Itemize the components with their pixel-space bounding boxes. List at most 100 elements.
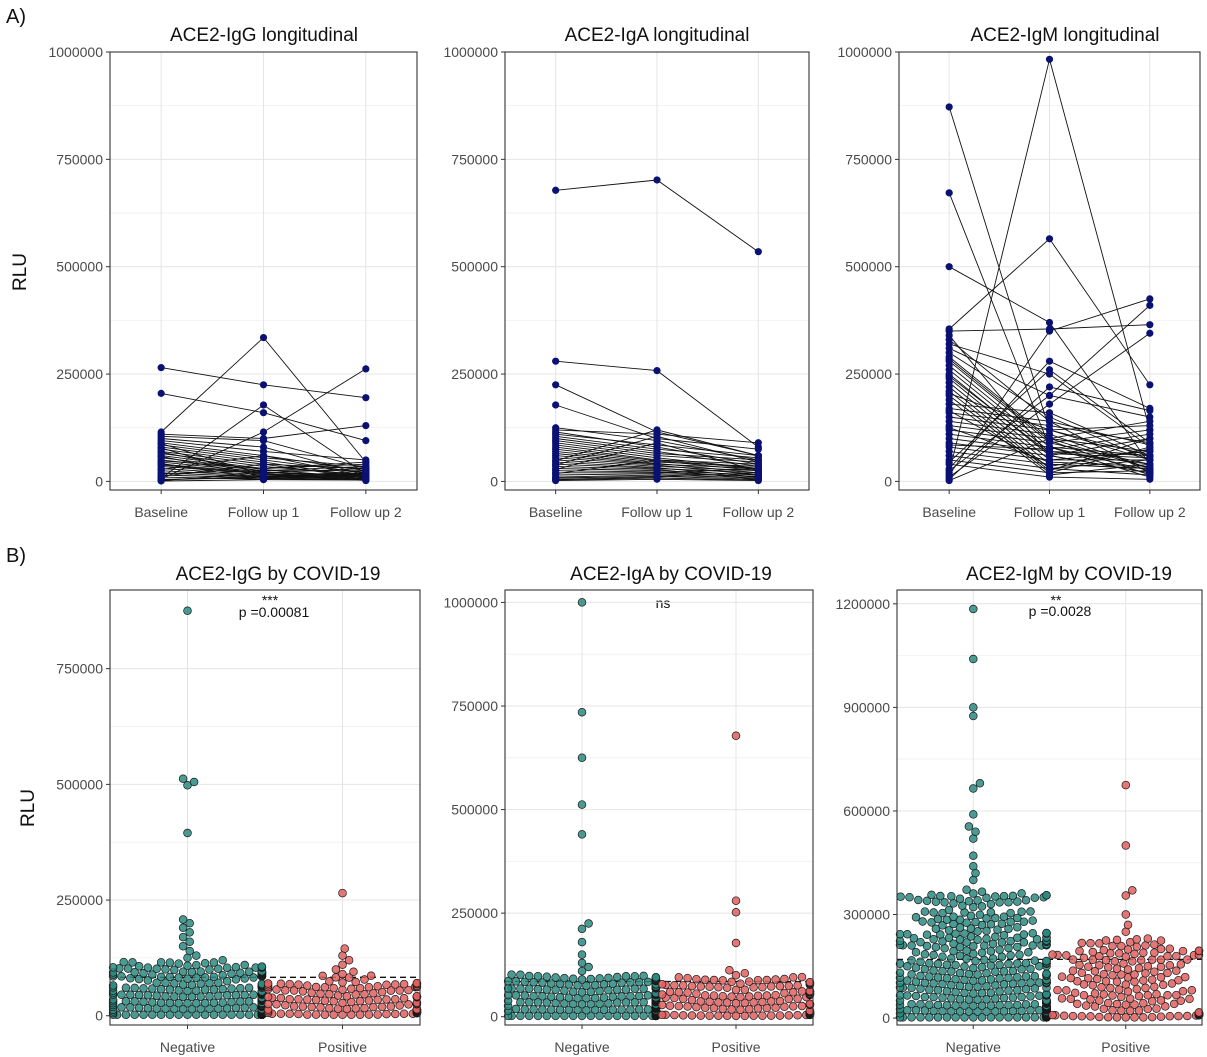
data-point-negative xyxy=(192,1010,201,1020)
data-point xyxy=(653,439,661,447)
data-point-positive xyxy=(1185,994,1194,1004)
data-point-negative xyxy=(969,963,978,973)
data-point-negative xyxy=(560,1011,569,1021)
data-point-positive xyxy=(263,979,273,988)
data-point-negative xyxy=(1013,922,1022,932)
significance-stars: *** xyxy=(262,592,279,608)
data-point-negative xyxy=(1004,1000,1013,1010)
data-point-negative xyxy=(911,991,921,1001)
y-tick-label: 1000000 xyxy=(443,44,498,60)
data-point-negative xyxy=(573,993,582,1003)
data-point-negative xyxy=(933,959,943,969)
data-point-positive xyxy=(753,1004,763,1013)
data-point-negative xyxy=(925,972,934,981)
data-point-negative xyxy=(152,991,161,1000)
data-point-negative xyxy=(982,926,991,936)
data-point-negative xyxy=(187,980,197,990)
data-point-negative xyxy=(516,997,525,1007)
data-point-positive xyxy=(1125,994,1135,1003)
data-point-negative xyxy=(964,995,974,1004)
data-point-negative xyxy=(1008,966,1018,976)
data-point-negative xyxy=(960,962,969,971)
data-point-negative xyxy=(178,774,188,784)
data-point-negative xyxy=(999,912,1009,921)
y-tick-label: 0 xyxy=(882,1010,890,1026)
data-point-negative xyxy=(630,998,640,1007)
data-point-negative xyxy=(951,960,960,970)
data-point-negative xyxy=(929,979,938,988)
data-point xyxy=(945,424,953,432)
chart-title: ACE2-IgA by COVID-19 xyxy=(570,564,772,585)
data-point-negative xyxy=(634,991,644,1001)
data-point-negative xyxy=(121,1010,131,1020)
data-point-positive xyxy=(1110,957,1120,966)
data-point-positive xyxy=(736,979,745,988)
data-point-negative xyxy=(209,985,219,994)
data-point-negative xyxy=(524,1011,534,1021)
data-point-positive xyxy=(1095,996,1104,1005)
data-point-positive xyxy=(338,985,347,994)
data-point-negative xyxy=(130,967,139,977)
data-point-negative xyxy=(249,1003,258,1012)
data-point-negative xyxy=(960,1001,969,1010)
data-point-negative xyxy=(185,918,194,928)
y-tick-label: 1000000 xyxy=(443,594,498,610)
data-point-positive xyxy=(1112,977,1122,986)
data-point-positive xyxy=(1068,966,1078,975)
data-point xyxy=(945,189,953,197)
data-point-negative xyxy=(231,990,241,1000)
data-point-negative xyxy=(529,991,538,1001)
data-point-positive xyxy=(369,988,378,998)
data-point-negative xyxy=(130,983,139,993)
data-point-negative xyxy=(533,998,543,1007)
data-point-positive xyxy=(1066,994,1076,1004)
data-point-positive xyxy=(1062,951,1071,960)
data-point-positive xyxy=(722,998,732,1007)
data-point-positive xyxy=(1108,1006,1117,1015)
data-point-negative xyxy=(947,1007,956,1016)
data-point-negative xyxy=(942,973,952,983)
data-point-positive xyxy=(342,992,352,1001)
data-point-positive xyxy=(1183,1011,1192,1021)
data-point-negative xyxy=(1026,1006,1035,1015)
data-point-positive xyxy=(303,981,312,990)
data-point-negative xyxy=(240,990,249,1000)
data-point-negative xyxy=(1004,898,1013,907)
data-point-positive xyxy=(1132,935,1142,944)
data-point-negative xyxy=(156,972,166,982)
data-point-negative xyxy=(555,1005,565,1015)
data-point-negative xyxy=(929,966,938,975)
data-point-negative xyxy=(951,987,960,997)
data-point-positive xyxy=(382,995,391,1004)
data-point-negative xyxy=(586,999,596,1009)
data-point-negative xyxy=(209,1010,219,1020)
data-point-positive xyxy=(753,991,763,1001)
data-point-negative xyxy=(1042,891,1051,900)
data-point-negative xyxy=(651,972,661,982)
data-point-positive xyxy=(700,975,710,985)
data-point-negative xyxy=(942,986,952,996)
data-point-negative xyxy=(975,779,985,788)
data-point-negative xyxy=(1028,928,1037,938)
data-point-positive xyxy=(762,975,772,985)
data-point-positive xyxy=(1112,1013,1122,1022)
data-point-negative xyxy=(1019,917,1029,926)
data-point-positive xyxy=(1108,970,1117,980)
data-point-positive xyxy=(311,1010,321,1019)
data-point-positive xyxy=(692,989,701,998)
data-point-positive xyxy=(391,1009,400,1019)
data-point-negative xyxy=(143,976,153,985)
data-point-negative xyxy=(977,1013,987,1022)
data-point-positive xyxy=(289,986,299,995)
data-point-negative xyxy=(964,1007,974,1016)
data-point-positive xyxy=(1086,939,1095,948)
data-point-positive xyxy=(670,981,679,990)
data-point-negative xyxy=(551,985,560,994)
data-point-positive xyxy=(1134,991,1144,1001)
data-point-positive xyxy=(1108,991,1117,1000)
data-point-negative xyxy=(962,885,971,894)
data-point xyxy=(754,458,762,466)
data-point-positive xyxy=(263,992,273,1002)
data-point-negative xyxy=(929,992,938,1002)
data-point-negative xyxy=(942,1013,952,1022)
